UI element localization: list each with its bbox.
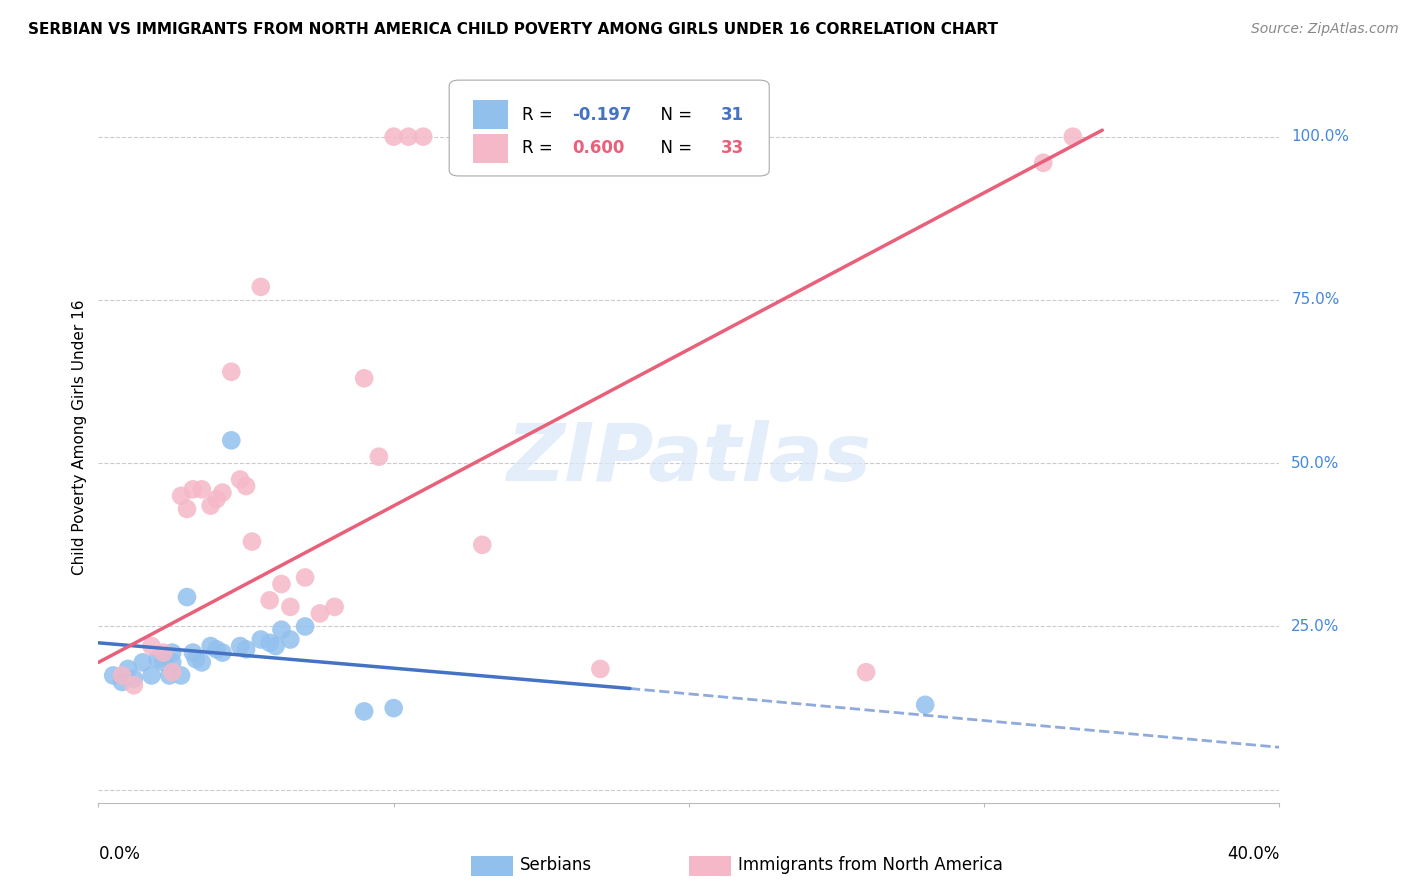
Point bbox=[382, 129, 405, 144]
Text: 25.0%: 25.0% bbox=[1291, 619, 1340, 634]
Point bbox=[132, 656, 155, 670]
Text: ZIPatlas: ZIPatlas bbox=[506, 420, 872, 498]
Point bbox=[111, 675, 134, 690]
Point bbox=[157, 668, 180, 682]
Point bbox=[191, 656, 214, 670]
Point bbox=[219, 434, 242, 448]
Point bbox=[235, 479, 257, 493]
Point bbox=[205, 492, 228, 507]
Point bbox=[270, 577, 292, 591]
Point bbox=[200, 639, 222, 653]
Point bbox=[229, 639, 252, 653]
FancyBboxPatch shape bbox=[449, 80, 769, 176]
Point bbox=[146, 652, 169, 666]
Text: 50.0%: 50.0% bbox=[1291, 456, 1340, 471]
Text: 0.0%: 0.0% bbox=[98, 846, 141, 863]
Text: Immigrants from North America: Immigrants from North America bbox=[738, 856, 1002, 874]
Point bbox=[152, 646, 174, 660]
Text: R =: R = bbox=[523, 139, 558, 157]
Point bbox=[122, 678, 145, 692]
Point bbox=[141, 668, 163, 682]
Point bbox=[1062, 129, 1084, 144]
Point bbox=[323, 599, 346, 614]
Point bbox=[396, 129, 419, 144]
Text: 31: 31 bbox=[721, 105, 744, 123]
Point bbox=[229, 473, 252, 487]
Point bbox=[205, 642, 228, 657]
Point bbox=[162, 665, 183, 680]
Point bbox=[200, 499, 222, 513]
Text: -0.197: -0.197 bbox=[572, 105, 631, 123]
Point bbox=[353, 705, 375, 719]
Text: SERBIAN VS IMMIGRANTS FROM NORTH AMERICA CHILD POVERTY AMONG GIRLS UNDER 16 CORR: SERBIAN VS IMMIGRANTS FROM NORTH AMERICA… bbox=[28, 22, 998, 37]
Point bbox=[170, 489, 193, 503]
Y-axis label: Child Poverty Among Girls Under 16: Child Poverty Among Girls Under 16 bbox=[72, 300, 87, 574]
Point bbox=[176, 590, 198, 604]
Point bbox=[235, 642, 257, 657]
Point bbox=[250, 632, 273, 647]
FancyBboxPatch shape bbox=[472, 134, 508, 162]
Point bbox=[181, 483, 204, 497]
Text: R =: R = bbox=[523, 105, 558, 123]
Point bbox=[382, 701, 405, 715]
Point bbox=[353, 371, 375, 385]
Point bbox=[170, 668, 193, 682]
Point bbox=[111, 668, 134, 682]
Point bbox=[914, 698, 936, 712]
Text: 100.0%: 100.0% bbox=[1291, 129, 1350, 145]
Text: N =: N = bbox=[650, 139, 697, 157]
Point bbox=[162, 656, 183, 670]
Point bbox=[278, 632, 302, 647]
Point bbox=[309, 607, 332, 621]
Point bbox=[1032, 156, 1054, 170]
Point bbox=[219, 365, 242, 379]
Point bbox=[184, 652, 207, 666]
Point bbox=[264, 639, 287, 653]
Point bbox=[162, 646, 183, 660]
Point bbox=[152, 656, 174, 670]
Point bbox=[211, 646, 233, 660]
Point bbox=[589, 662, 612, 676]
Point bbox=[855, 665, 877, 680]
Point bbox=[259, 636, 281, 650]
Text: 75.0%: 75.0% bbox=[1291, 293, 1340, 308]
Point bbox=[103, 668, 125, 682]
Text: 40.0%: 40.0% bbox=[1227, 846, 1279, 863]
Point bbox=[270, 623, 292, 637]
Point bbox=[240, 534, 263, 549]
Point bbox=[191, 483, 214, 497]
Text: 33: 33 bbox=[721, 139, 744, 157]
Point bbox=[294, 570, 316, 584]
Point bbox=[141, 639, 163, 653]
Point bbox=[412, 129, 434, 144]
Point bbox=[278, 599, 302, 614]
Text: N =: N = bbox=[650, 105, 697, 123]
Point bbox=[368, 450, 391, 464]
Point bbox=[122, 672, 145, 686]
Point bbox=[259, 593, 281, 607]
Point bbox=[117, 662, 139, 676]
FancyBboxPatch shape bbox=[472, 100, 508, 129]
Point bbox=[471, 538, 494, 552]
Text: Serbians: Serbians bbox=[520, 856, 592, 874]
Point bbox=[176, 502, 198, 516]
Point bbox=[250, 280, 273, 294]
Point bbox=[211, 485, 233, 500]
Point bbox=[181, 646, 204, 660]
Text: 0.600: 0.600 bbox=[572, 139, 624, 157]
Point bbox=[294, 619, 316, 633]
Text: Source: ZipAtlas.com: Source: ZipAtlas.com bbox=[1251, 22, 1399, 37]
